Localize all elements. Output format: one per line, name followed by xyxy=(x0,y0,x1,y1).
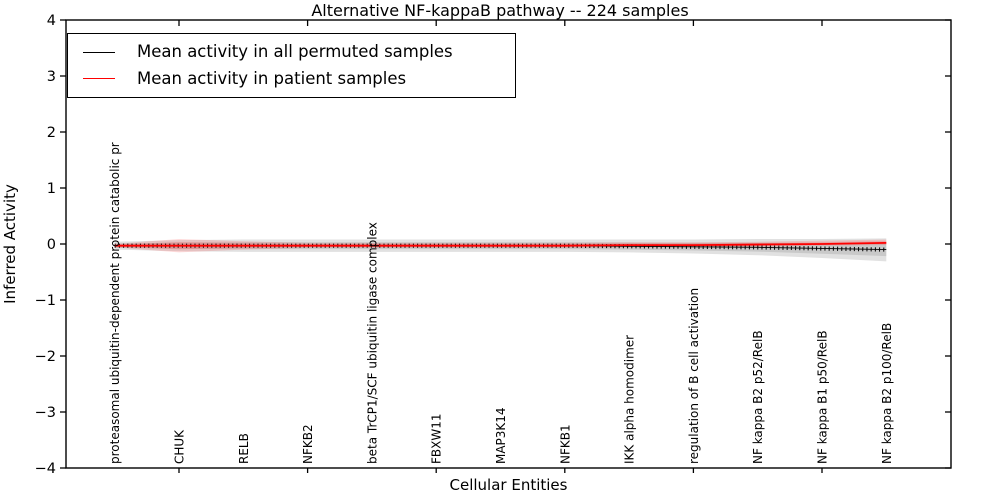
y-axis-label: Inferred Activity xyxy=(1,184,19,304)
y-tick-label: 3 xyxy=(47,69,56,85)
legend-entry-permuted: Mean activity in all permuted samples xyxy=(68,42,515,61)
entity-label: CHUK xyxy=(173,429,187,464)
entity-label: proteasomal ubiquitin-dependent protein … xyxy=(108,142,122,464)
permuted-confidence-band xyxy=(114,238,887,262)
y-tick-label: 0 xyxy=(47,237,56,253)
chart-title: Alternative NF-kappaB pathway -- 224 sam… xyxy=(311,1,689,20)
entity-label: IKK alpha homodimer xyxy=(623,335,637,464)
legend-label-patient: Mean activity in patient samples xyxy=(137,68,407,88)
y-tick-label: 1 xyxy=(47,181,56,197)
legend-box: Mean activity in all permuted samples Me… xyxy=(67,33,516,98)
entity-label: RELB xyxy=(237,433,251,464)
patient-mean-line xyxy=(114,241,887,247)
y-tick-label: −4 xyxy=(35,461,56,477)
x-axis-label: Cellular Entities xyxy=(449,476,568,494)
y-tick-label: 2 xyxy=(47,125,56,141)
entity-label: NF kappa B2 p52/RelB xyxy=(751,330,765,464)
entity-label: beta TrCP1/SCF ubiquitin ligase complex xyxy=(365,222,379,464)
entity-label: regulation of B cell activation xyxy=(687,288,701,464)
y-tick-label: −1 xyxy=(35,293,56,309)
black-line-sample-icon xyxy=(83,51,115,53)
entity-label: NFKB1 xyxy=(558,424,572,464)
y-tick-label: −2 xyxy=(35,349,56,365)
entity-label: NF kappa B2 p100/RelB xyxy=(880,323,894,464)
legend-label-permuted: Mean activity in all permuted samples xyxy=(137,42,453,61)
red-line-sample-icon xyxy=(83,78,115,80)
entity-label: MAP3K14 xyxy=(494,407,508,464)
permuted-mean-markers xyxy=(114,243,887,252)
y-tick-label: −3 xyxy=(35,405,56,421)
legend-entry-patient: Mean activity in patient samples xyxy=(68,68,515,88)
y-tick-label: 4 xyxy=(47,13,56,29)
entity-label: NF kappa B1 p50/RelB xyxy=(816,330,830,464)
entity-label: NFKB2 xyxy=(301,424,315,464)
entity-label: FBXW11 xyxy=(430,414,444,465)
